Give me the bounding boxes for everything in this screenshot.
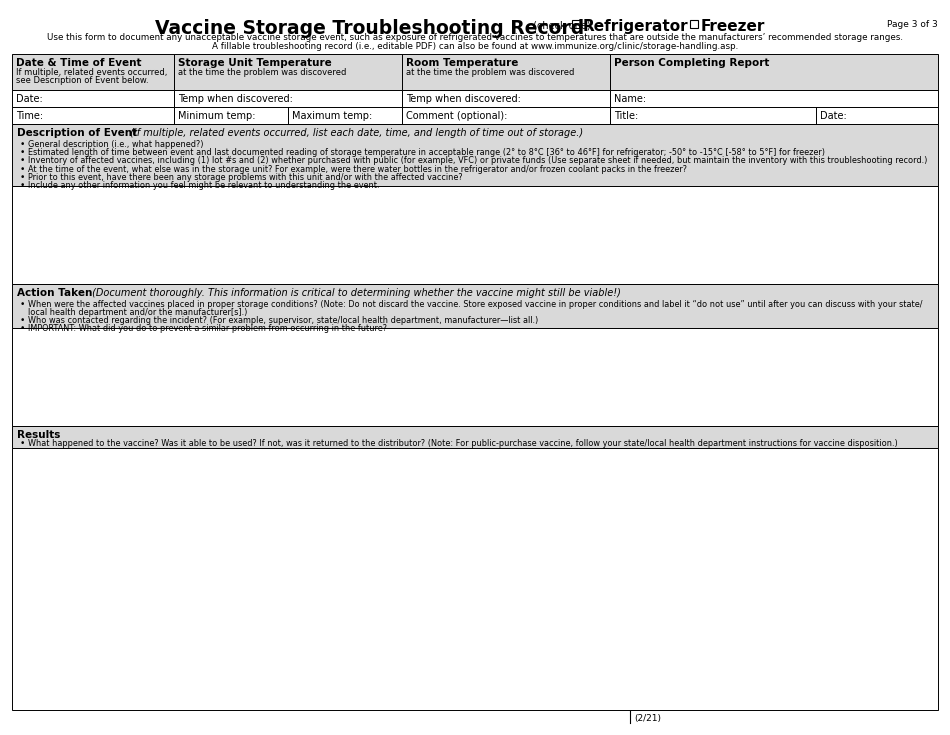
Text: local health department and/or the manufacturer[s].): local health department and/or the manuf… bbox=[28, 308, 247, 317]
Text: Vaccine Storage Troubleshooting Record: Vaccine Storage Troubleshooting Record bbox=[156, 19, 584, 38]
Bar bbox=[12, 107, 174, 124]
Text: •: • bbox=[20, 300, 26, 309]
Bar bbox=[12, 54, 174, 90]
Text: General description (i.e., what happened?): General description (i.e., what happened… bbox=[28, 140, 203, 149]
Bar bbox=[572, 20, 580, 28]
Text: •: • bbox=[20, 165, 26, 173]
Text: (If multiple, related events occurred, list each date, time, and length of time : (If multiple, related events occurred, l… bbox=[127, 128, 583, 138]
Text: Refrigerator: Refrigerator bbox=[583, 19, 689, 34]
Bar bbox=[402, 90, 610, 107]
Text: Action Taken: Action Taken bbox=[17, 288, 92, 298]
Bar bbox=[610, 90, 938, 107]
Bar bbox=[12, 328, 938, 426]
Text: •: • bbox=[20, 157, 26, 165]
Text: When were the affected vaccines placed in proper storage conditions? (Note: Do n: When were the affected vaccines placed i… bbox=[28, 300, 922, 309]
Text: Results: Results bbox=[17, 430, 61, 440]
Text: •: • bbox=[20, 181, 26, 190]
Text: What happened to the vaccine? Was it able to be used? If not, was it returned to: What happened to the vaccine? Was it abl… bbox=[28, 439, 898, 448]
Text: Description of Event: Description of Event bbox=[17, 128, 137, 138]
Bar bbox=[174, 107, 402, 124]
Bar bbox=[12, 448, 938, 710]
Text: Include any other information you feel might be relevant to understanding the ev: Include any other information you feel m… bbox=[28, 181, 379, 190]
Text: At the time of the event, what else was in the storage unit? For example, were t: At the time of the event, what else was … bbox=[28, 165, 687, 173]
Text: •: • bbox=[20, 324, 26, 334]
Text: •: • bbox=[20, 140, 26, 149]
Bar bbox=[610, 107, 938, 124]
Text: Temp when discovered:: Temp when discovered: bbox=[178, 94, 293, 104]
Bar bbox=[402, 54, 610, 90]
Text: IMPORTANT: What did you do to prevent a similar problem from occurring in the fu: IMPORTANT: What did you do to prevent a … bbox=[28, 324, 387, 334]
Text: Person Completing Report: Person Completing Report bbox=[614, 58, 770, 68]
Text: Inventory of affected vaccines, including (1) lot #s and (2) whether purchased w: Inventory of affected vaccines, includin… bbox=[28, 157, 927, 165]
Bar bbox=[12, 284, 938, 328]
Text: Name:: Name: bbox=[614, 94, 646, 104]
Text: •: • bbox=[20, 316, 26, 325]
Text: Maximum temp:: Maximum temp: bbox=[292, 111, 372, 121]
Text: (2/21): (2/21) bbox=[634, 714, 661, 723]
Text: Date:: Date: bbox=[820, 111, 846, 121]
Text: Temp when discovered:: Temp when discovered: bbox=[406, 94, 521, 104]
Text: Freezer: Freezer bbox=[701, 19, 766, 34]
Bar bbox=[12, 186, 938, 284]
Bar bbox=[690, 20, 698, 28]
Text: Prior to this event, have there been any storage problems with this unit and/or : Prior to this event, have there been any… bbox=[28, 173, 463, 182]
Text: Page 3 of 3: Page 3 of 3 bbox=[887, 20, 938, 29]
Text: Comment (optional):: Comment (optional): bbox=[406, 111, 507, 121]
Text: Date:: Date: bbox=[16, 94, 43, 104]
Bar bbox=[174, 90, 402, 107]
Text: Minimum temp:: Minimum temp: bbox=[178, 111, 256, 121]
Text: Date & Time of Event: Date & Time of Event bbox=[16, 58, 142, 68]
Text: at the time the problem was discovered: at the time the problem was discovered bbox=[178, 68, 347, 77]
Text: •: • bbox=[20, 148, 26, 157]
Text: Who was contacted regarding the incident? (For example, supervisor, state/local : Who was contacted regarding the incident… bbox=[28, 316, 539, 325]
Text: Estimated length of time between event and last documented reading of storage te: Estimated length of time between event a… bbox=[28, 148, 825, 157]
Text: see Description of Event below.: see Description of Event below. bbox=[16, 76, 148, 85]
Text: Use this form to document any unacceptable vaccine storage event, such as exposu: Use this form to document any unacceptab… bbox=[47, 33, 903, 42]
Text: •: • bbox=[20, 173, 26, 182]
Text: Room Temperature: Room Temperature bbox=[406, 58, 519, 68]
Bar bbox=[610, 54, 938, 90]
Text: Title:: Title: bbox=[614, 111, 638, 121]
Text: If multiple, related events occurred,: If multiple, related events occurred, bbox=[16, 68, 167, 77]
Text: (Document thoroughly. This information is critical to determining whether the va: (Document thoroughly. This information i… bbox=[89, 288, 621, 298]
Bar bbox=[12, 90, 174, 107]
Text: A fillable troubleshooting record (i.e., editable PDF) can also be found at www.: A fillable troubleshooting record (i.e.,… bbox=[212, 42, 738, 51]
Bar bbox=[12, 124, 938, 186]
Bar bbox=[174, 54, 402, 90]
Text: •: • bbox=[20, 439, 26, 448]
Bar bbox=[12, 426, 938, 448]
Text: Storage Unit Temperature: Storage Unit Temperature bbox=[178, 58, 332, 68]
Text: at the time the problem was discovered: at the time the problem was discovered bbox=[406, 68, 575, 77]
Bar bbox=[402, 107, 610, 124]
Text: (check one): (check one) bbox=[530, 20, 594, 30]
Text: Time:: Time: bbox=[16, 111, 43, 121]
